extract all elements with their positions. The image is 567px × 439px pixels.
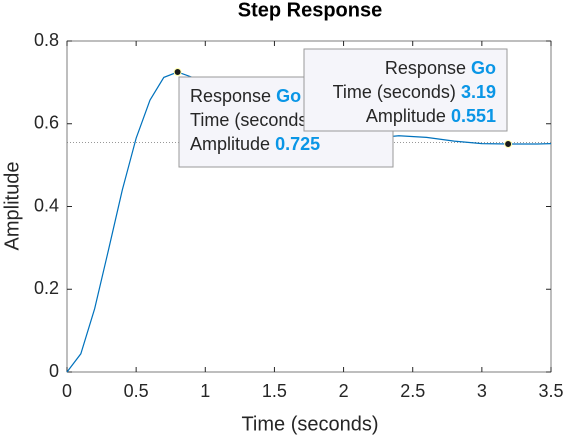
datatip-box	[303, 48, 508, 132]
datatip-value: 3.19	[461, 82, 496, 102]
datatip-line: Amplitude 0.551	[366, 106, 496, 126]
datatip-marker	[504, 140, 513, 149]
y-tick-label: 0.6	[34, 113, 59, 133]
x-tick-label: 1.5	[262, 381, 287, 401]
datatip-marker	[173, 68, 182, 77]
y-tick-label: 0	[49, 361, 59, 381]
x-tick-label: 2	[339, 381, 349, 401]
chart-title: Step Response	[238, 0, 382, 21]
datatip-label: Amplitude	[190, 134, 270, 154]
x-axis-label: Time (seconds)	[241, 413, 378, 435]
datatip-line: Response Go	[385, 58, 496, 78]
y-axis-label: Amplitude	[1, 162, 23, 251]
datatip-line: Response Go	[190, 86, 301, 106]
datatip-value: 0.551	[451, 106, 496, 126]
datatip-value: Go	[471, 58, 496, 78]
y-tick-label: 0.8	[34, 30, 59, 50]
y-tick-label: 0.4	[34, 195, 59, 215]
x-tick-label: 3	[477, 381, 487, 401]
datatip-line: Amplitude 0.725	[190, 134, 320, 154]
x-tick-label: 0	[62, 381, 72, 401]
x-tick-label: 0.5	[124, 381, 149, 401]
datatip-label: Time (seconds)	[333, 82, 456, 102]
datatip-value: 0.725	[275, 134, 320, 154]
datatip-label: Response	[190, 86, 271, 106]
datatip-label: Amplitude	[366, 106, 446, 126]
datatip-label: Response	[385, 58, 466, 78]
x-tick-label: 2.5	[400, 381, 425, 401]
datatip-value: Go	[276, 86, 301, 106]
x-tick-label: 3.5	[538, 381, 563, 401]
x-tick-label: 1	[200, 381, 210, 401]
datatip-label: Time (seconds)	[190, 110, 313, 130]
y-tick-label: 0.2	[34, 278, 59, 298]
datatip-line: Time (seconds) 3.19	[333, 82, 496, 102]
